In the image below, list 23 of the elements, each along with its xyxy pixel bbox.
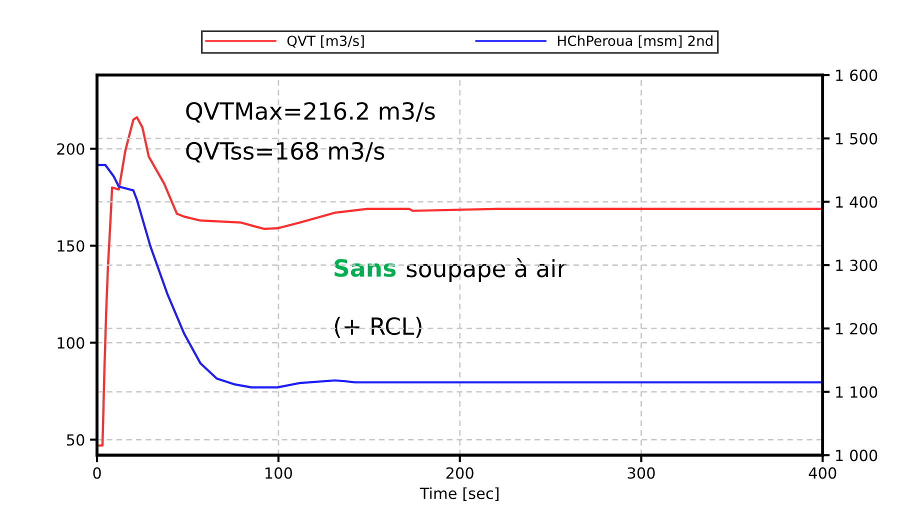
y2-tick-label: 1 300: [836, 260, 878, 272]
y2-tick-label: 1 400: [836, 196, 878, 208]
annotation: QVTMax=216.2 m3/s: [186, 102, 435, 123]
y-tick-label: 100: [58, 337, 84, 349]
y2-tick-label: 1 500: [836, 132, 878, 144]
x-tick-label: 100: [266, 467, 292, 479]
x-axis-title: Time [sec]: [420, 487, 498, 501]
x-tick-label: 400: [808, 467, 836, 479]
y2-tick-label: 1 200: [836, 322, 878, 334]
legend-label: HChPeroua [msm] 2nd: [558, 35, 712, 48]
x-tick-label: 0: [93, 467, 101, 479]
legend-label: QVT [m3/s]: [287, 35, 364, 48]
x-tick-label: 300: [628, 467, 655, 479]
y2-tick-label: 1 600: [836, 70, 878, 82]
y2-tick-label: 1 100: [836, 386, 878, 398]
line-series: [97, 164, 823, 388]
y-tick-label: 200: [57, 143, 84, 155]
y2-tick-label: 1 000: [836, 450, 878, 462]
y-tick-label: 150: [58, 240, 84, 252]
y-tick-label: 50: [66, 434, 84, 446]
annotation: QVTss=168 m3/s: [186, 142, 384, 163]
annotation: (+ RCL): [334, 316, 422, 338]
x-tick-label: 200: [446, 467, 474, 479]
